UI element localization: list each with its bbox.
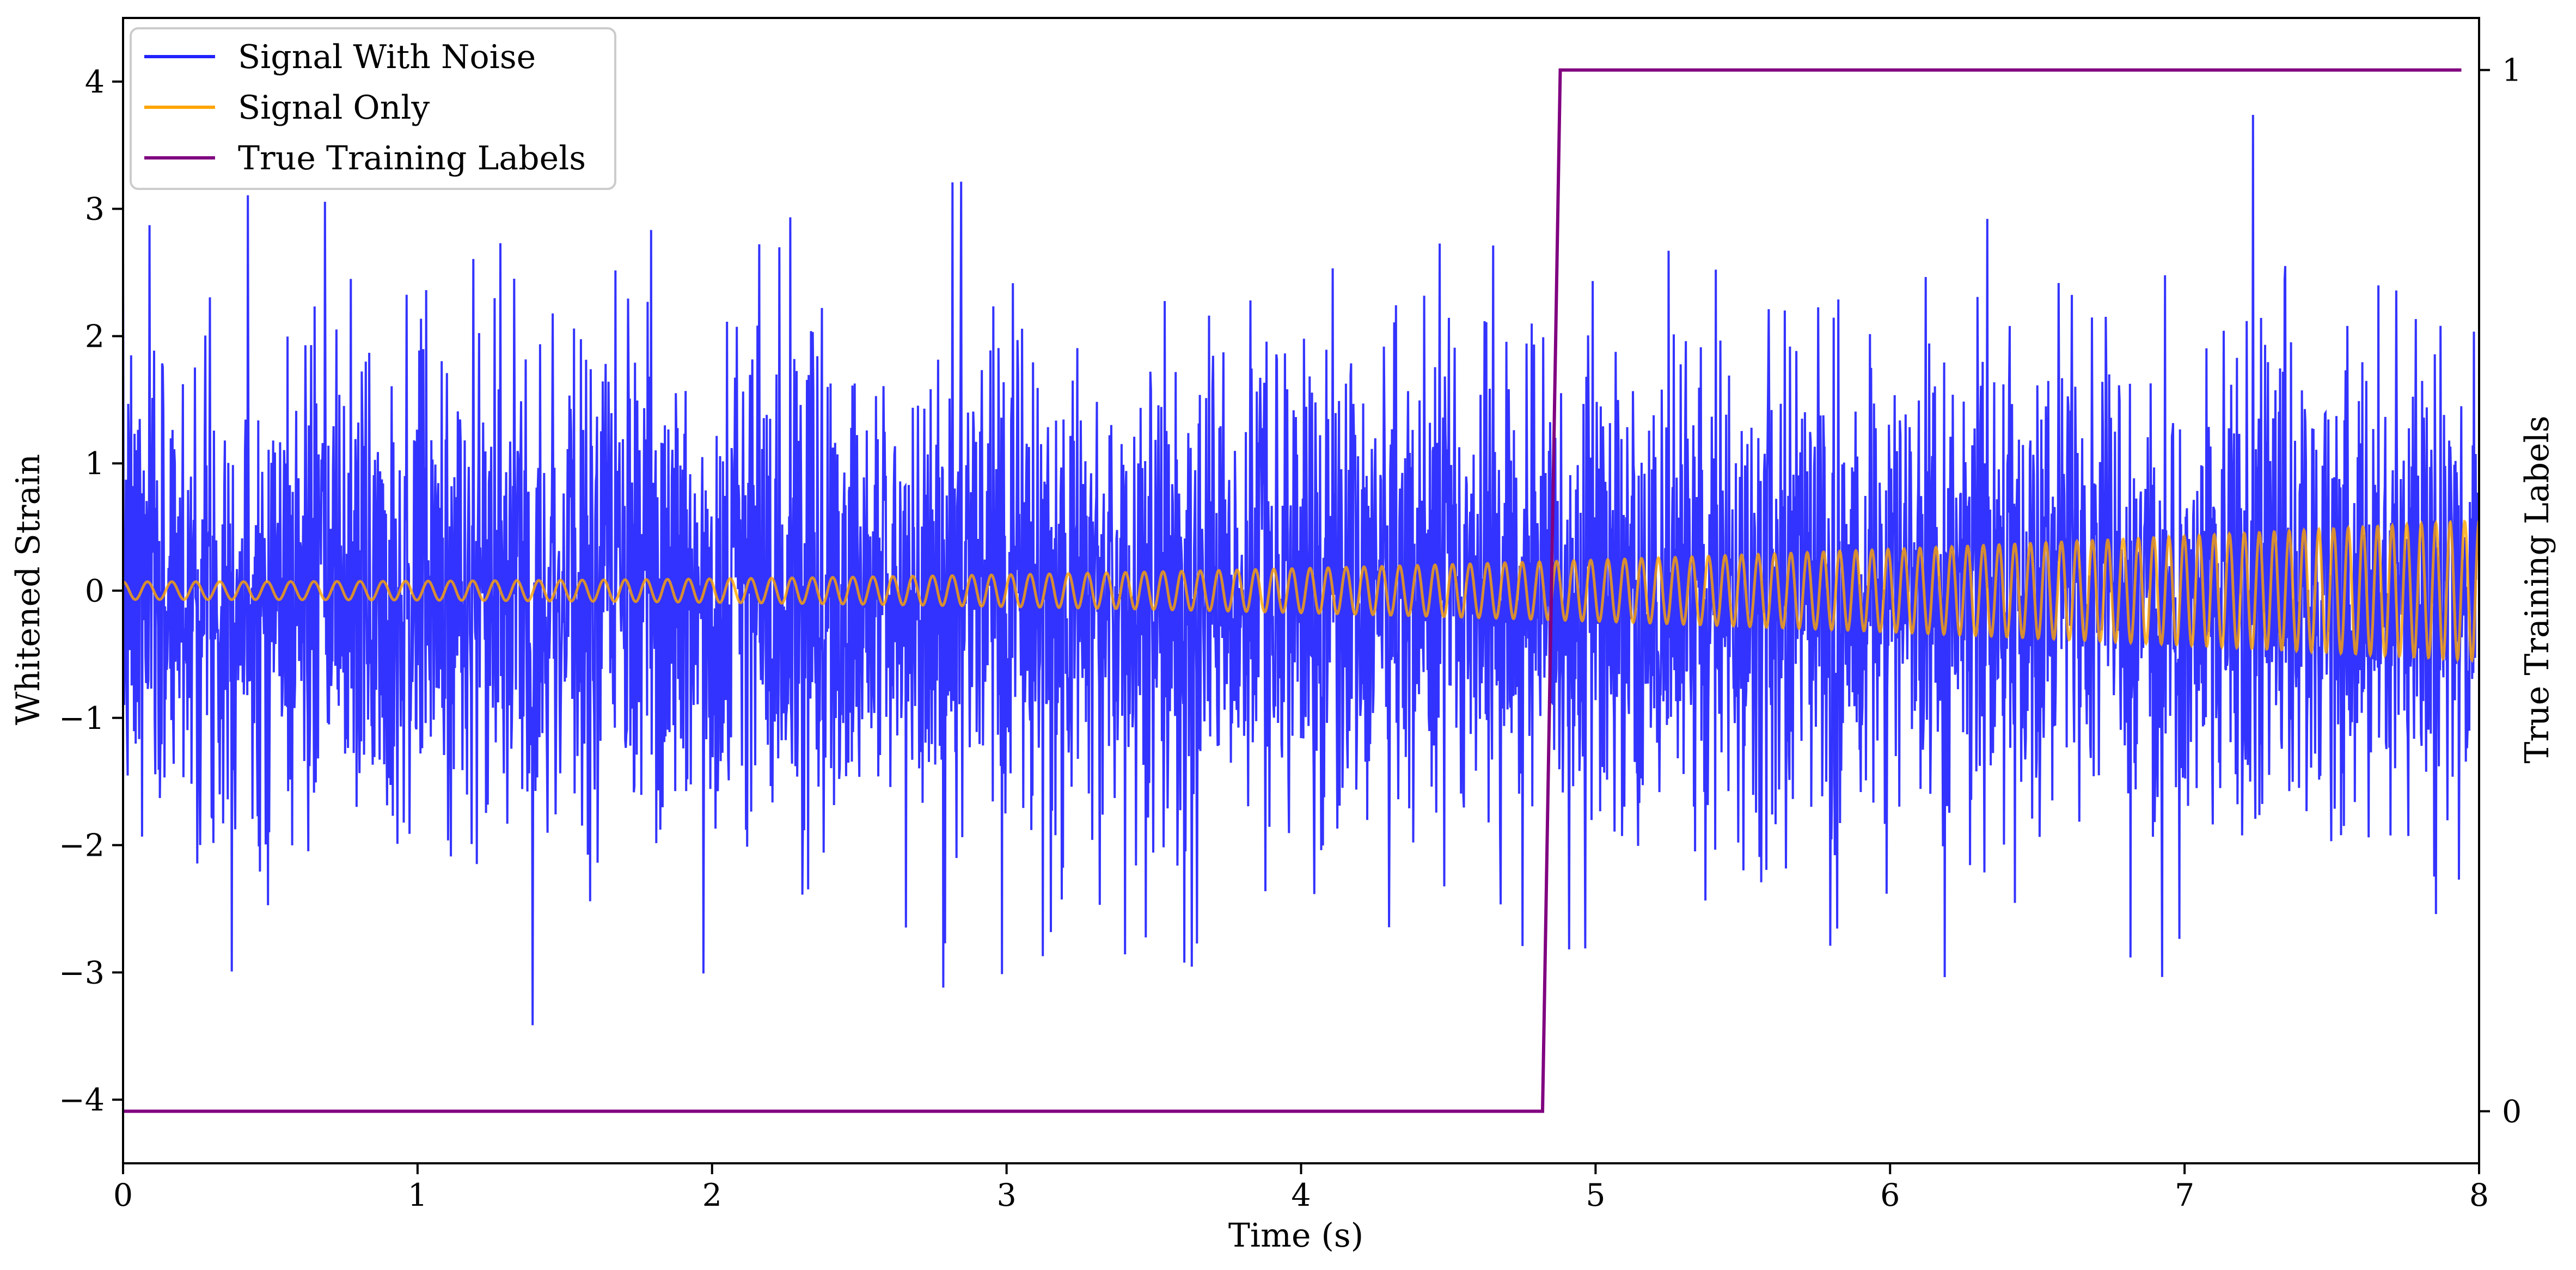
legend-frame [130,27,616,190]
axes: 0 1 2 3 4 5 6 7 8 4 3 2 1 0 −1 −2 −3 −4 1 0 [59,17,2522,1213]
y-tick-label: −2 [59,828,105,864]
x-tick-label: 8 [2469,1177,2489,1213]
series-true-training-labels [123,68,2462,1113]
x-tick-label: 1 [408,1177,427,1213]
x-axis-label: Time (s) [1228,1217,1363,1255]
x-tick-label: 6 [1880,1177,1900,1213]
x-tick-label: 7 [2175,1177,2194,1213]
y-tick-label: −1 [59,701,105,737]
y2-tick-label: 0 [2502,1094,2522,1130]
y-tick-label: 1 [85,446,105,482]
series-signal-with-noise [123,114,2479,1026]
y-tick-label: 4 [85,64,105,100]
y-tick-label: −3 [59,955,105,991]
series-signal-only [123,519,2479,664]
y-tick-label: −4 [59,1082,105,1118]
legend-label-true-training-labels: True Training Labels [238,139,586,177]
y-axis-label: Whitened Strain [9,454,47,725]
legend-label-signal-with-noise: Signal With Noise [238,38,536,76]
y2-axis-label: True Training Labels [2518,415,2556,763]
y-tick-label: 3 [85,192,105,228]
y-tick-label: 2 [85,318,105,354]
x-tick-label: 3 [996,1177,1016,1213]
y-tick-label: 0 [85,573,105,609]
x-tick-label: 4 [1291,1177,1311,1213]
plot-area [123,68,2479,1113]
x-tick-label: 5 [1586,1177,1605,1213]
x-tick-label: 0 [113,1177,133,1213]
x-tick-label: 2 [702,1177,722,1213]
y2-tick-label: 1 [2502,53,2522,89]
legend: Signal With Noise Signal Only True Train… [130,27,616,190]
legend-label-signal-only: Signal Only [238,89,430,127]
